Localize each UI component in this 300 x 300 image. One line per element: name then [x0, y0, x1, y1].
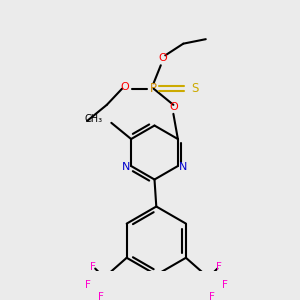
Text: O: O	[120, 82, 129, 92]
Text: F: F	[209, 292, 215, 300]
Text: F: F	[216, 262, 222, 272]
Text: CH₃: CH₃	[84, 114, 102, 124]
Text: N: N	[179, 162, 188, 172]
Text: F: F	[98, 292, 103, 300]
Text: F: F	[85, 280, 91, 290]
Text: F: F	[222, 280, 227, 290]
Text: N: N	[122, 162, 130, 172]
Text: S: S	[191, 82, 199, 95]
Text: P: P	[150, 82, 157, 95]
Text: O: O	[169, 102, 178, 112]
Text: O: O	[158, 53, 167, 63]
Text: F: F	[91, 262, 96, 272]
